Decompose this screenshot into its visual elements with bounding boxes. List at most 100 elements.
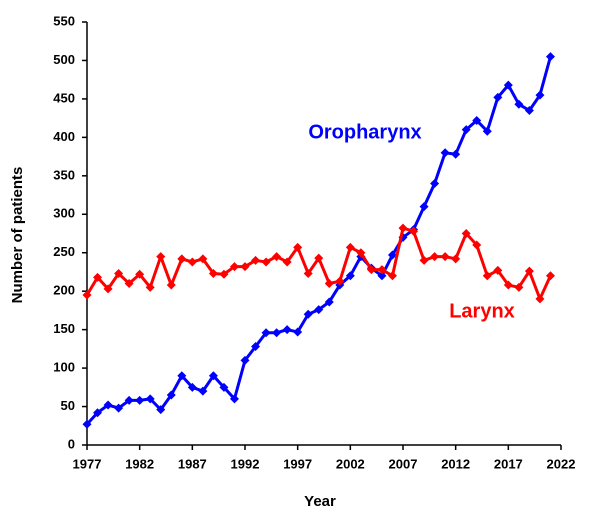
- marker: [293, 327, 303, 337]
- marker: [545, 271, 555, 281]
- series-label: Oropharynx: [308, 121, 421, 143]
- marker: [430, 179, 440, 189]
- x-tick-label: 1982: [125, 456, 154, 471]
- marker: [82, 419, 92, 429]
- x-tick-label: 1987: [178, 456, 207, 471]
- marker: [93, 408, 103, 418]
- marker: [440, 148, 450, 158]
- y-tick-label: 550: [53, 13, 75, 28]
- marker: [187, 382, 197, 392]
- marker: [419, 202, 429, 212]
- marker: [293, 242, 303, 252]
- marker: [535, 294, 545, 304]
- marker: [535, 90, 545, 100]
- marker: [114, 268, 124, 278]
- marker: [303, 309, 313, 319]
- marker: [451, 149, 461, 159]
- y-tick-label: 450: [53, 90, 75, 105]
- marker: [198, 386, 208, 396]
- marker: [430, 252, 440, 262]
- y-tick-label: 350: [53, 167, 75, 182]
- series-label: Larynx: [449, 300, 515, 322]
- marker: [272, 328, 282, 338]
- marker: [387, 271, 397, 281]
- marker: [387, 250, 397, 260]
- x-tick-label: 2017: [494, 456, 523, 471]
- x-tick-label: 1992: [231, 456, 260, 471]
- marker: [251, 255, 261, 265]
- marker: [440, 252, 450, 262]
- marker: [282, 325, 292, 335]
- marker: [124, 395, 134, 405]
- x-tick-label: 1977: [73, 456, 102, 471]
- marker: [124, 278, 134, 288]
- marker: [145, 282, 155, 292]
- marker: [303, 268, 313, 278]
- marker: [472, 115, 482, 125]
- marker: [208, 268, 218, 278]
- y-tick-label: 0: [68, 436, 75, 451]
- marker: [240, 355, 250, 365]
- marker: [377, 265, 387, 275]
- marker: [156, 405, 166, 415]
- x-tick-label: 1997: [283, 456, 312, 471]
- marker: [261, 257, 271, 267]
- marker: [103, 400, 113, 410]
- marker: [524, 105, 534, 115]
- marker: [314, 253, 324, 263]
- marker: [229, 262, 239, 272]
- y-axis-label: Number of patients: [9, 167, 26, 304]
- marker: [503, 280, 513, 290]
- x-axis-label: Year: [304, 493, 336, 510]
- marker: [166, 390, 176, 400]
- marker: [135, 269, 145, 279]
- marker: [198, 254, 208, 264]
- marker: [93, 272, 103, 282]
- marker: [219, 382, 229, 392]
- x-tick-label: 2022: [547, 456, 576, 471]
- marker: [398, 223, 408, 233]
- marker: [166, 280, 176, 290]
- marker: [82, 290, 92, 300]
- marker: [461, 229, 471, 238]
- marker: [493, 92, 503, 102]
- marker: [156, 252, 166, 262]
- marker: [366, 265, 376, 275]
- marker: [145, 394, 155, 404]
- marker: [345, 271, 355, 281]
- marker: [461, 125, 471, 135]
- y-tick-label: 500: [53, 52, 75, 67]
- y-tick-label: 300: [53, 206, 75, 221]
- series-line: [85, 226, 552, 303]
- x-tick-label: 2002: [336, 456, 365, 471]
- marker: [524, 266, 534, 276]
- marker: [251, 342, 261, 352]
- y-tick-label: 100: [53, 360, 75, 375]
- marker: [208, 371, 218, 381]
- marker: [114, 403, 124, 413]
- marker: [324, 297, 334, 307]
- marker: [177, 254, 187, 264]
- marker: [409, 226, 419, 236]
- marker: [451, 254, 461, 264]
- marker: [314, 305, 324, 315]
- series-line: [85, 56, 552, 426]
- marker: [482, 271, 492, 281]
- marker: [493, 265, 503, 275]
- marker: [377, 271, 387, 281]
- marker: [514, 282, 524, 292]
- marker: [219, 269, 229, 279]
- marker: [324, 278, 334, 288]
- marker: [240, 262, 250, 272]
- marker: [103, 284, 113, 294]
- marker: [503, 80, 513, 90]
- x-tick-label: 2007: [389, 456, 418, 471]
- marker: [135, 395, 145, 405]
- y-tick-label: 250: [53, 244, 75, 259]
- marker: [229, 394, 239, 404]
- y-tick-label: 50: [61, 398, 75, 413]
- y-tick-label: 200: [53, 283, 75, 298]
- marker: [187, 257, 197, 267]
- marker: [345, 242, 355, 252]
